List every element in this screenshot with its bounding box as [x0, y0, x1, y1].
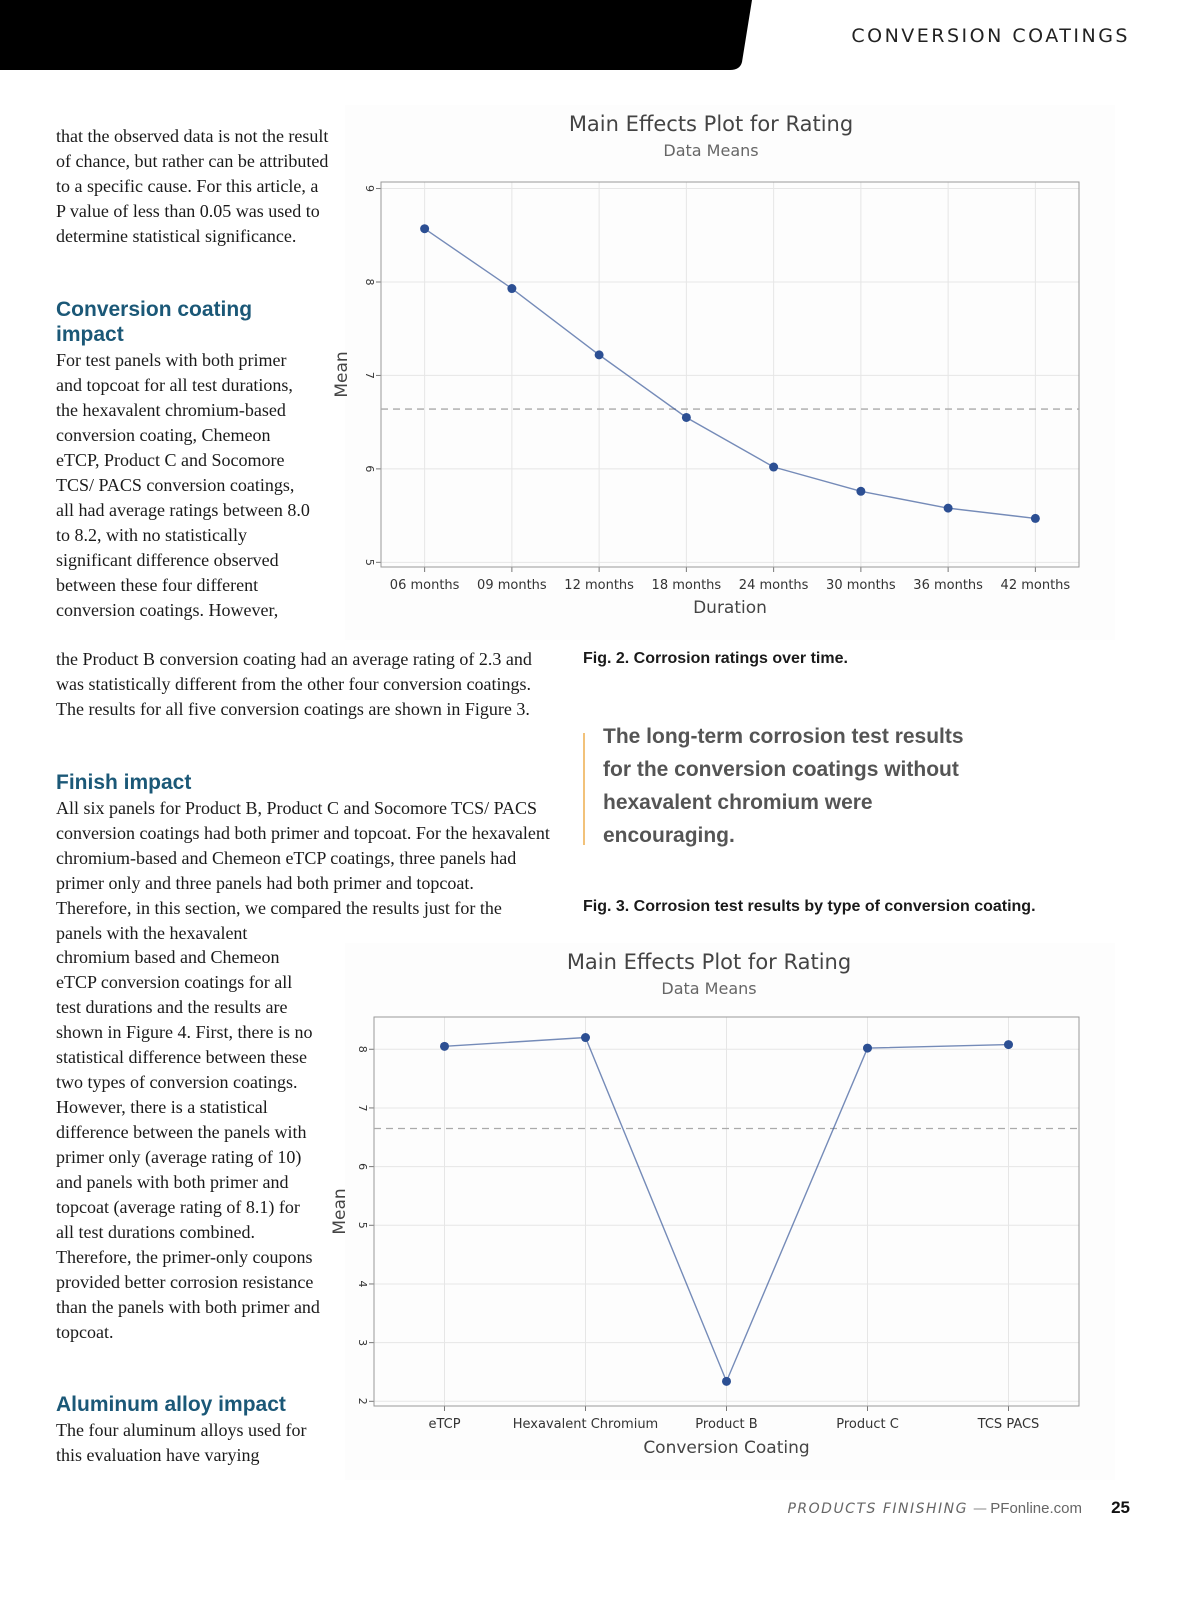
pull-quote: The long-term corrosion test results for…	[603, 725, 964, 847]
footer-separator: —	[973, 1501, 987, 1517]
figure-caption: Fig. 3. Corrosion test results by type o…	[583, 898, 1036, 915]
data-point	[722, 1376, 731, 1386]
x-tick-label: 18 months	[652, 578, 722, 593]
y-tick-label: 8	[356, 1046, 369, 1053]
x-axis-label: Conversion Coating	[643, 1438, 809, 1458]
y-tick-label: 5	[363, 559, 376, 566]
paragraph: chromium based and Chemeon eTCP conversi…	[56, 947, 320, 1342]
footer-site: PFonline.com	[990, 1500, 1082, 1517]
data-point	[594, 350, 604, 360]
chart-panel	[345, 943, 1115, 1480]
y-tick-label: 6	[363, 465, 376, 472]
x-tick-label: 06 months	[390, 578, 460, 593]
x-axis-label: Duration	[693, 598, 767, 618]
data-point	[1030, 513, 1040, 523]
x-tick-label: 36 months	[913, 578, 983, 593]
x-tick-label: 42 months	[1001, 578, 1071, 593]
x-tick-label: Product B	[695, 1417, 757, 1432]
chart-panel	[345, 105, 1115, 640]
y-tick-label: 3	[356, 1339, 369, 1346]
paragraph: the Product B conversion coating had an …	[56, 649, 532, 719]
data-point	[863, 1043, 872, 1053]
y-tick-label: 4	[356, 1280, 369, 1287]
footer-publication: PRODUCTS FINISHING	[787, 1501, 968, 1517]
data-point	[769, 462, 779, 472]
chart-title: Main Effects Plot for Rating	[569, 112, 853, 136]
data-point	[581, 1033, 590, 1043]
x-tick-label: 12 months	[564, 578, 634, 593]
plot-frame	[373, 1016, 1080, 1407]
chart-subtitle: Data Means	[663, 141, 758, 160]
paragraph: For test panels with both primer and top…	[56, 350, 310, 620]
chart-title: Main Effects Plot for Rating	[567, 950, 851, 974]
quote-bar	[583, 733, 585, 845]
paragraph: that the observed data is not the result…	[56, 126, 329, 246]
heading: Aluminum alloy impact	[56, 1393, 286, 1416]
page-number: 25	[1111, 1498, 1130, 1517]
data-point	[1004, 1040, 1013, 1050]
data-point	[943, 503, 953, 513]
data-point	[856, 486, 866, 496]
x-tick-label: 30 months	[826, 578, 896, 593]
y-tick-label: 5	[356, 1222, 369, 1229]
y-axis-label: Mean	[330, 1188, 350, 1234]
paragraph: All six panels for Product B, Product C …	[56, 798, 550, 943]
y-tick-label: 7	[356, 1104, 369, 1111]
data-point	[440, 1041, 449, 1051]
x-tick-label: 24 months	[739, 578, 809, 593]
data-point	[420, 224, 430, 234]
figure-caption: Fig. 2. Corrosion ratings over time.	[583, 650, 848, 667]
y-tick-label: 9	[363, 185, 376, 192]
x-tick-label: eTCP	[428, 1417, 460, 1432]
x-tick-label: Product C	[836, 1417, 899, 1432]
paragraph: The four aluminum alloys used for this e…	[56, 1420, 307, 1465]
data-point	[681, 412, 691, 422]
x-tick-label: TCS PACS	[977, 1417, 1040, 1432]
heading: Conversion coating impact	[56, 298, 253, 346]
header-band	[0, 0, 752, 70]
y-tick-label: 2	[356, 1398, 369, 1405]
y-tick-label: 8	[363, 278, 376, 285]
plot-frame	[380, 181, 1080, 568]
heading: Finish impact	[56, 771, 192, 794]
data-point	[507, 284, 517, 294]
y-axis-label: Mean	[332, 351, 352, 397]
y-tick-label: 6	[356, 1163, 369, 1170]
x-tick-label: 09 months	[477, 578, 547, 593]
y-tick-label: 7	[363, 372, 376, 379]
x-tick-label: Hexavalent Chromium	[513, 1417, 658, 1432]
chart-subtitle: Data Means	[661, 979, 756, 998]
series-line	[424, 228, 1036, 520]
section-title: CONVERSION COATINGS	[851, 25, 1130, 47]
